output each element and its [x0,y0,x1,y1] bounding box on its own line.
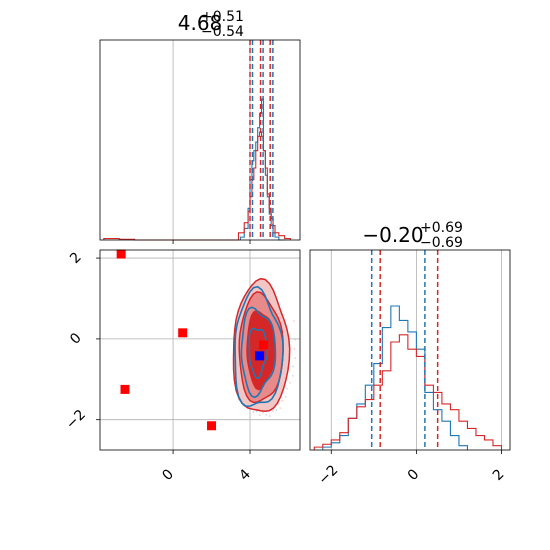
scatter-contours [232,277,297,417]
scatter-sample-dot [258,414,261,416]
top-hist-red [103,131,291,241]
top-panel-frame [99,39,301,241]
scatter-sample-dot [292,365,294,368]
blue-marker [255,351,265,361]
panel-param1-histogram: 4.68 +0.51 −0.54 [99,9,301,244]
top-title-sup: +0.51 [201,9,244,25]
right-title: −0.20 [362,223,423,247]
right-quantile-lines [370,250,439,450]
right-title-sup: +0.69 [420,220,463,236]
scatter-sample-dot [271,410,274,412]
scatter-sample-dot [286,387,288,390]
top-title-main: 4.68 [178,11,223,35]
right-hist-blue [322,305,468,450]
scatter-panel-frame [99,249,301,451]
scatter-points [116,249,268,431]
scatter-sample-dot [293,348,296,350]
red-marker [207,421,217,431]
red-marker [258,340,268,350]
top-quantile-lines [249,40,274,240]
right-panel-frame [309,249,511,451]
scatter-sample-dot [252,411,255,413]
scatter-sample-dot [294,357,296,359]
scatter-sample-dot [262,411,264,414]
scatter-sample-dot [284,396,287,398]
scatter-sample-dot [277,402,280,405]
red-marker [178,328,188,338]
right-hist-red [313,334,503,450]
scatter-sample-dot [255,410,258,413]
scatter-sample-dot [269,415,271,417]
scatter-sample-dot [294,338,297,341]
scatter-sample-dot [275,409,278,411]
scatter-sample-dot [291,374,294,377]
scatter-sample-dot [279,407,281,409]
top-x-ticks [172,240,251,244]
top-title: 4.68 [178,11,223,35]
blue-contour-inner [248,327,269,380]
blue-contour-outer [234,285,284,408]
scatter-sample-dot [265,414,268,416]
top-title-sub: −0.54 [201,24,244,40]
right-histograms [313,305,503,450]
right-title-main: −0.20 [362,223,423,247]
red-marker [120,384,130,394]
right-title-sub: −0.69 [420,235,463,251]
blue-contour-mid [240,306,277,399]
scatter-sample-dot [289,381,291,384]
scatter-sample-dot [293,320,295,322]
scatter-sample-dot [281,400,284,402]
red-marker [116,249,126,259]
